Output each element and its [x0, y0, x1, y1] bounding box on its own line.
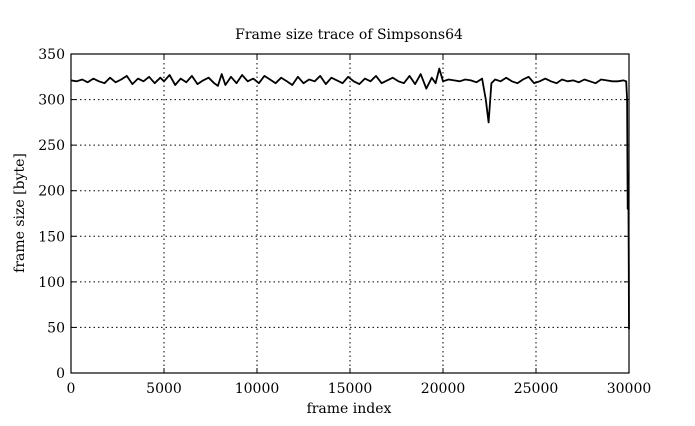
- x-axis-label: frame index: [307, 401, 392, 417]
- y-tick-label: 350: [38, 47, 65, 63]
- x-tick-label: 10000: [235, 381, 280, 397]
- y-tick-label: 100: [38, 275, 65, 291]
- y-tick-labels: 0 50 100 150 200 250 300 350: [38, 47, 65, 382]
- x-tick-label: 20000: [421, 381, 466, 397]
- series-line: [70, 67, 630, 330]
- y-tick-label: 250: [38, 138, 65, 154]
- grid: [71, 54, 629, 373]
- x-tick-label: 25000: [514, 381, 559, 397]
- x-tick-labels: 0 5000 10000 15000 20000 25000 30000: [67, 381, 652, 397]
- x-tick-label: 5000: [146, 381, 182, 397]
- y-tick-label: 150: [38, 229, 65, 245]
- plot-frame: [70, 53, 630, 374]
- y-axis-label: frame size [byte]: [12, 153, 28, 273]
- x-tick-label: 0: [67, 381, 76, 397]
- x-tick-label: 30000: [607, 381, 652, 397]
- chart-title: Frame size trace of Simpsons64: [235, 27, 463, 43]
- x-tick-label: 15000: [328, 381, 373, 397]
- y-tick-label: 200: [38, 184, 65, 200]
- y-tick-label: 300: [38, 93, 65, 109]
- y-tick-label: 0: [56, 366, 65, 382]
- y-tick-label: 50: [47, 320, 65, 336]
